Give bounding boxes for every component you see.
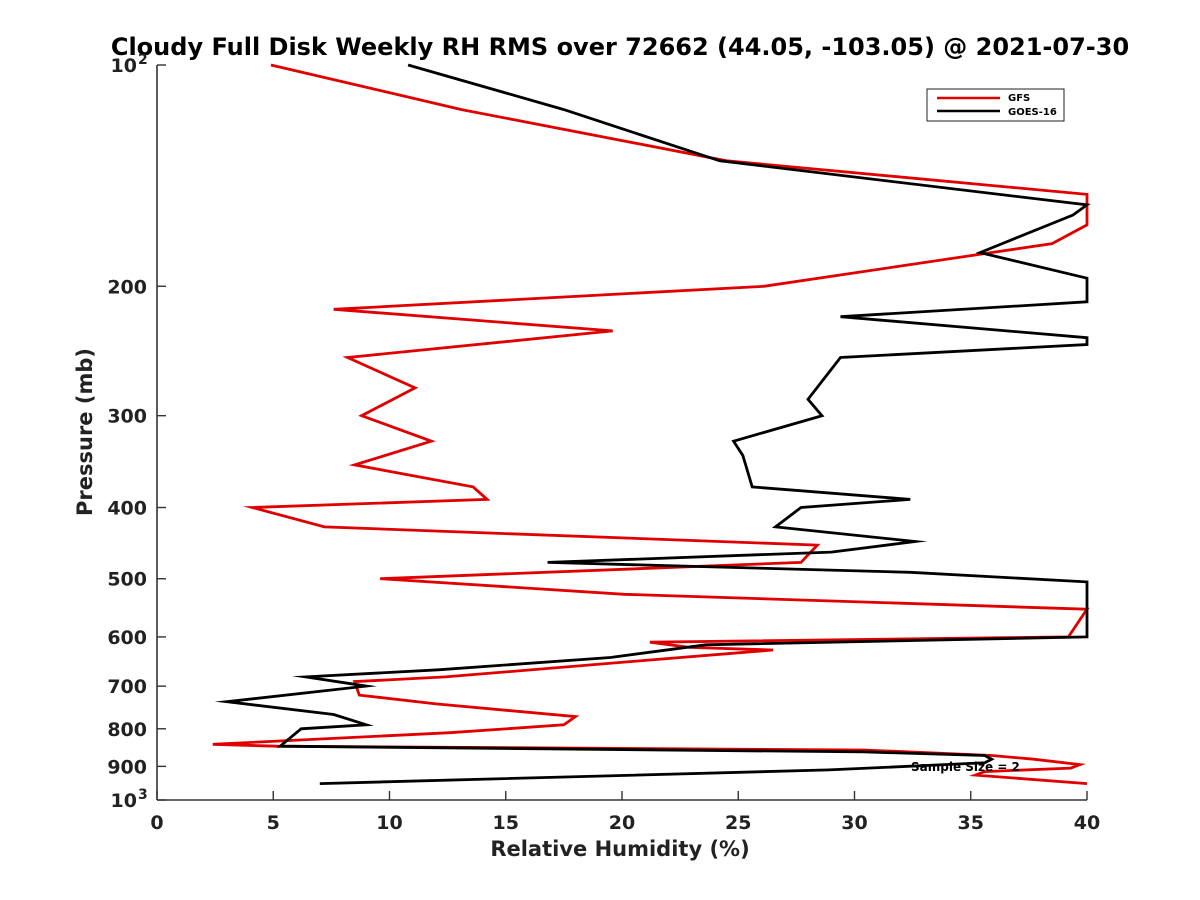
x-axis-label: Relative Humidity (%) xyxy=(490,837,749,861)
y-tick-exponent: 3 xyxy=(138,787,148,803)
y-tick-label: 900 xyxy=(107,756,147,778)
x-tick-label: 30 xyxy=(841,812,867,834)
y-tick-label: 800 xyxy=(107,719,147,741)
y-axis-label: Pressure (mb) xyxy=(73,348,97,516)
x-tick-label: 10 xyxy=(376,812,402,834)
chart-title: Cloudy Full Disk Weekly RH RMS over 7266… xyxy=(111,33,1129,61)
y-tick-exponent: 2 xyxy=(138,52,148,68)
x-tick-label: 25 xyxy=(725,812,751,834)
x-tick-label: 5 xyxy=(267,812,280,834)
x-tick-label: 40 xyxy=(1074,812,1100,834)
x-tick-label: 15 xyxy=(493,812,519,834)
sample-size-annotation: Sample Size = 2 xyxy=(911,760,1020,774)
series-line-goes16 xyxy=(214,63,1091,785)
x-ticks: 0 5 10 15 20 25 30 35 40 xyxy=(150,791,1100,834)
y-tick-label: 200 xyxy=(107,276,147,298)
y-tick-label: 500 xyxy=(107,569,147,591)
y-tick-label: 600 xyxy=(107,627,147,649)
x-tick-label: 0 xyxy=(150,812,163,834)
y-tick-label: 300 xyxy=(107,406,147,428)
legend: GFS GOES-16 xyxy=(926,88,1065,122)
legend-box xyxy=(926,88,1065,122)
y-tick-label: 700 xyxy=(107,676,147,698)
legend-label-goes16: GOES-16 xyxy=(1008,107,1057,118)
plot-lines xyxy=(212,63,1091,785)
y-tick-label: 10 xyxy=(111,55,137,77)
y-tick-label: 10 xyxy=(111,790,137,812)
y-tick-label: 400 xyxy=(107,498,147,520)
x-tick-label: 20 xyxy=(609,812,635,834)
x-tick-label: 35 xyxy=(958,812,984,834)
legend-label-gfs: GFS xyxy=(1008,93,1030,104)
